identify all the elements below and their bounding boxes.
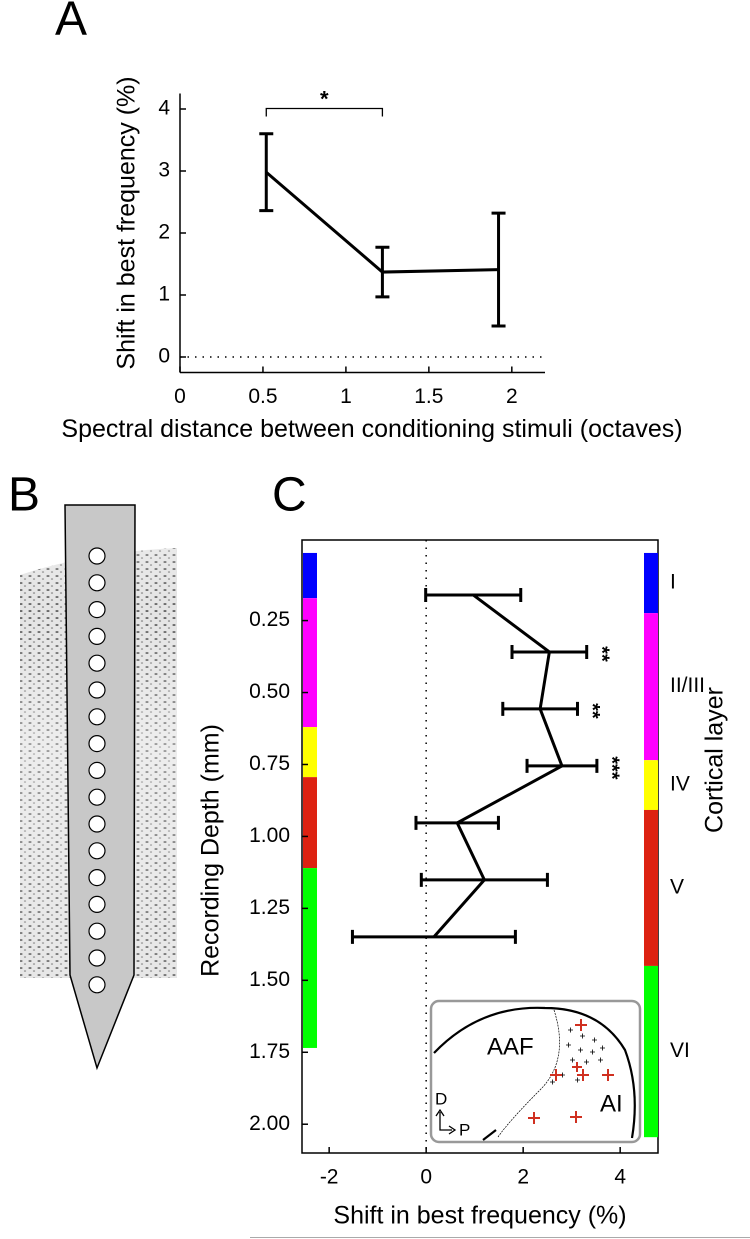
x-tick-label: 2 — [506, 385, 518, 408]
x-tick-label: 1.5 — [414, 385, 443, 408]
inset-label: AI — [600, 1090, 623, 1117]
site — [88, 547, 106, 565]
inset-label: D — [435, 1089, 447, 1108]
inset: AAF AI D P — [429, 999, 642, 1144]
site — [88, 815, 106, 833]
y-tick-label: 1.25 — [249, 896, 290, 919]
layer-band — [303, 777, 317, 869]
x-tick-label: 4 — [614, 1166, 626, 1189]
error-bar — [501, 701, 579, 716]
error-bar — [525, 758, 599, 773]
site — [88, 574, 106, 592]
x-axis-label: Spectral distance between conditioning s… — [61, 415, 682, 443]
x-tick-label: -2 — [320, 1166, 339, 1189]
layer-band — [303, 598, 317, 728]
y-tick-label: 0.75 — [249, 752, 290, 775]
x-tick-label: 1 — [340, 385, 352, 408]
site — [88, 922, 106, 940]
x-tick-label: 0.5 — [248, 385, 277, 408]
site — [88, 976, 106, 994]
inset-label: P — [459, 1120, 470, 1139]
significance-label: ** — [581, 703, 603, 719]
y-tick-label: 1.50 — [249, 968, 290, 991]
significance-label: ** — [590, 646, 612, 662]
site — [88, 600, 106, 619]
y-tick-label: 1 — [158, 283, 170, 306]
layer-label: V — [670, 875, 684, 898]
site — [88, 734, 106, 753]
probe — [64, 504, 136, 1071]
layer-band — [303, 868, 317, 1048]
panel-label: B — [8, 469, 40, 522]
significance-label: *** — [601, 756, 623, 780]
layer-band — [303, 727, 317, 778]
inset-label: AAF — [487, 1033, 534, 1060]
layer-band — [644, 552, 658, 614]
error-bar — [491, 211, 506, 328]
site — [88, 681, 106, 699]
histology-image — [20, 504, 177, 1071]
y-tick-label: 2.00 — [249, 1112, 290, 1135]
y2-axis-label: Cortical layer — [701, 687, 729, 833]
y-tick-label: 1.00 — [249, 824, 290, 847]
y-tick-label: 0 — [158, 345, 170, 368]
error-bar — [424, 587, 523, 602]
layer-label: I — [670, 571, 676, 594]
y-tick-label: 3 — [158, 159, 170, 182]
significance-bracket — [265, 107, 384, 117]
x-axis-label: Shift in best frequency (%) — [333, 1202, 626, 1230]
error-bar — [414, 815, 500, 830]
y-tick-label: 1.75 — [249, 1040, 290, 1063]
layer-band — [303, 552, 317, 599]
y-tick-label: 2 — [158, 221, 170, 244]
site — [88, 895, 106, 914]
y-tick-label: 4 — [158, 97, 170, 120]
y-tick-label: 0.50 — [249, 680, 290, 703]
site — [88, 654, 106, 672]
site — [88, 868, 106, 887]
site — [88, 842, 106, 860]
layer-label: VI — [670, 1039, 690, 1062]
layer-band — [644, 965, 658, 1138]
panel-label: A — [55, 0, 87, 46]
layer-band — [644, 760, 658, 810]
layer-band — [644, 613, 658, 761]
y-axis-label: Shift in best frequency (%) — [113, 76, 141, 369]
layer-band — [644, 809, 658, 966]
layer-label: II/III — [670, 674, 705, 697]
recording-sites — [88, 547, 106, 994]
site — [88, 761, 106, 780]
y-axis-label: Recording Depth (mm) — [197, 724, 225, 977]
x-tick-label: 2 — [517, 1166, 529, 1189]
site — [88, 627, 106, 646]
error-bar — [510, 644, 589, 659]
error-bar — [375, 245, 390, 299]
site — [88, 788, 106, 806]
error-bar — [419, 872, 549, 887]
x-tick-label: 0 — [174, 385, 186, 408]
x-tick-label: 0 — [420, 1166, 432, 1189]
layer-label: IV — [670, 773, 690, 796]
site — [88, 949, 106, 967]
error-bar — [259, 132, 274, 213]
y-tick-label: 0.25 — [249, 608, 290, 631]
error-bar — [350, 929, 517, 944]
site — [88, 708, 106, 726]
panel-label: C — [272, 469, 307, 522]
significance-label: * — [320, 86, 329, 111]
